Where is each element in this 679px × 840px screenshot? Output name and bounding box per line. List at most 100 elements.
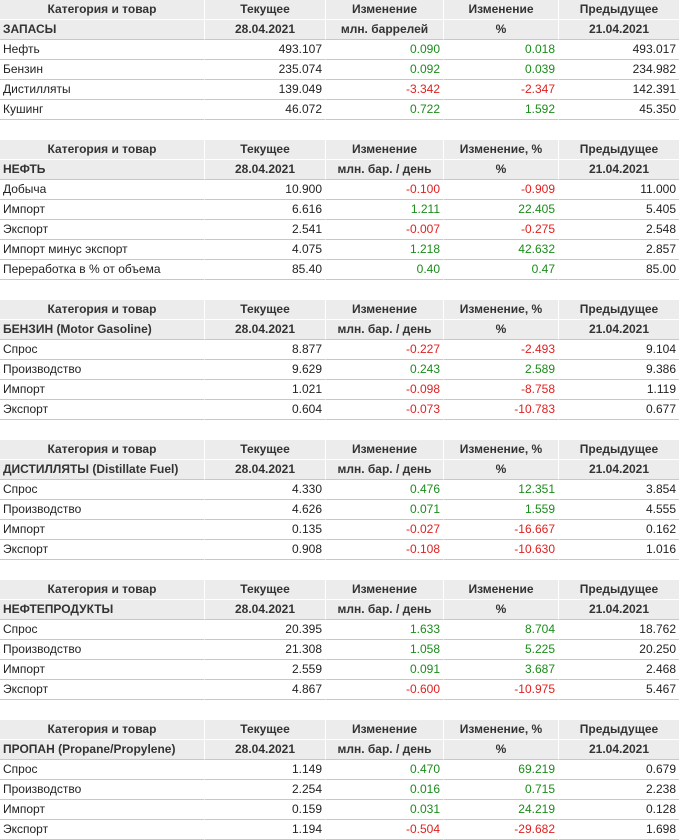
change-pct-cell: 0.039 <box>444 60 559 80</box>
current-cell: 9.629 <box>205 360 326 380</box>
previous-cell: 9.386 <box>559 360 679 380</box>
current-cell: Текущее <box>205 140 326 160</box>
previous-cell: 5.405 <box>559 200 679 220</box>
category-cell: Экспорт <box>0 540 205 560</box>
previous-cell: 0.162 <box>559 520 679 540</box>
change-cell: Изменение <box>326 440 444 460</box>
category-cell: Экспорт <box>0 820 205 840</box>
change-pct-cell: % <box>444 160 559 180</box>
previous-cell: 21.04.2021 <box>559 20 679 40</box>
previous-cell: 2.548 <box>559 220 679 240</box>
category-cell: Экспорт <box>0 400 205 420</box>
table-row: Дистилляты 139.049 -3.342 -2.347 142.391 <box>0 80 679 100</box>
change-cell: 1.633 <box>326 620 444 640</box>
change-pct-cell: Изменение, % <box>444 440 559 460</box>
current-cell: 20.395 <box>205 620 326 640</box>
current-cell: 2.254 <box>205 780 326 800</box>
change-cell: млн. баррелей <box>326 20 444 40</box>
change-pct-cell: -8.758 <box>444 380 559 400</box>
previous-cell: 3.854 <box>559 480 679 500</box>
current-cell: 28.04.2021 <box>205 160 326 180</box>
change-cell: -0.108 <box>326 540 444 560</box>
previous-cell: 21.04.2021 <box>559 320 679 340</box>
category-cell: Импорт <box>0 380 205 400</box>
change-pct-cell: 0.018 <box>444 40 559 60</box>
table-row: Кушинг 46.072 0.722 1.592 45.350 <box>0 100 679 120</box>
table-row: Экспорт 0.604 -0.073 -10.783 0.677 <box>0 400 679 420</box>
previous-cell: 21.04.2021 <box>559 740 679 760</box>
category-cell: Спрос <box>0 620 205 640</box>
previous-cell: 5.467 <box>559 680 679 700</box>
change-pct-cell: % <box>444 460 559 480</box>
current-cell: 6.616 <box>205 200 326 220</box>
change-cell: млн. бар. / день <box>326 160 444 180</box>
table-header-row: Категория и товар Текущее Изменение Изменен… <box>0 140 679 160</box>
current-cell: 4.075 <box>205 240 326 260</box>
change-pct-cell: 24.219 <box>444 800 559 820</box>
change-pct-cell: 1.592 <box>444 100 559 120</box>
category-cell: Нефть <box>0 40 205 60</box>
change-pct-cell: Изменение <box>444 580 559 600</box>
current-cell: 46.072 <box>205 100 326 120</box>
current-cell: 1.021 <box>205 380 326 400</box>
change-cell: 1.211 <box>326 200 444 220</box>
category-cell: Производство <box>0 640 205 660</box>
current-cell: Текущее <box>205 0 326 20</box>
category-cell: ПРОПАН (Propane/Propylene) <box>0 740 205 760</box>
category-cell: Категория и товар <box>0 720 205 740</box>
change-pct-cell: % <box>444 320 559 340</box>
category-cell: Производство <box>0 360 205 380</box>
change-cell: -0.227 <box>326 340 444 360</box>
change-pct-cell: -2.493 <box>444 340 559 360</box>
current-cell: 0.604 <box>205 400 326 420</box>
table-row: Экспорт 2.541 -0.007 -0.275 2.548 <box>0 220 679 240</box>
change-cell: 0.091 <box>326 660 444 680</box>
category-cell: Категория и товар <box>0 140 205 160</box>
table-subheader-row: БЕНЗИН (Motor Gasoline) 28.04.2021 млн. ба… <box>0 320 679 340</box>
change-pct-cell: % <box>444 740 559 760</box>
category-cell: Экспорт <box>0 220 205 240</box>
change-pct-cell: -29.682 <box>444 820 559 840</box>
change-cell: 0.722 <box>326 100 444 120</box>
previous-cell: 493.017 <box>559 40 679 60</box>
change-pct-cell: 3.687 <box>444 660 559 680</box>
table-row: Спрос 1.149 0.470 69.219 0.679 <box>0 760 679 780</box>
table-row: Импорт минус экспорт 4.075 1.218 42.632 2.85… <box>0 240 679 260</box>
table-row: Бензин 235.074 0.092 0.039 234.982 <box>0 60 679 80</box>
change-cell: 0.092 <box>326 60 444 80</box>
category-cell: Бензин <box>0 60 205 80</box>
change-cell: -0.007 <box>326 220 444 240</box>
table-row: Экспорт 4.867 -0.600 -10.975 5.467 <box>0 680 679 700</box>
category-cell: Производство <box>0 780 205 800</box>
previous-cell: 1.698 <box>559 820 679 840</box>
current-cell: 28.04.2021 <box>205 460 326 480</box>
change-cell: Изменение <box>326 300 444 320</box>
category-cell: Категория и товар <box>0 300 205 320</box>
table-row: Спрос 4.330 0.476 12.351 3.854 <box>0 480 679 500</box>
previous-cell: Предыдущее <box>559 300 679 320</box>
table-row: Экспорт 0.908 -0.108 -10.630 1.016 <box>0 540 679 560</box>
change-cell: млн. бар. / день <box>326 460 444 480</box>
category-cell: Производство <box>0 500 205 520</box>
current-cell: Текущее <box>205 720 326 740</box>
previous-cell: 2.238 <box>559 780 679 800</box>
change-pct-cell: 5.225 <box>444 640 559 660</box>
category-cell: НЕФТЕПРОДУКТЫ <box>0 600 205 620</box>
table-subheader-row: ЗАПАСЫ 28.04.2021 млн. баррелей% 21.04.2021 <box>0 20 679 40</box>
table-row: Спрос 8.877 -0.227 -2.493 9.104 <box>0 340 679 360</box>
previous-cell: 142.391 <box>559 80 679 100</box>
previous-cell: 0.679 <box>559 760 679 780</box>
previous-cell: 1.016 <box>559 540 679 560</box>
previous-cell: Предыдущее <box>559 0 679 20</box>
category-cell: Спрос <box>0 340 205 360</box>
category-cell: Дистилляты <box>0 80 205 100</box>
table-row: Добыча 10.900 -0.100 -0.909 11.000 <box>0 180 679 200</box>
category-cell: Переработка в % от объема <box>0 260 205 280</box>
current-cell: 4.626 <box>205 500 326 520</box>
table-subheader-row: ПРОПАН (Propane/Propylene) 28.04.2021 млн.… <box>0 740 679 760</box>
table-header-row: Категория и товар Текущее Изменение Изменен… <box>0 440 679 460</box>
change-cell: 1.218 <box>326 240 444 260</box>
category-cell: Кушинг <box>0 100 205 120</box>
table-row: Импорт 1.021 -0.098 -8.758 1.119 <box>0 380 679 400</box>
category-cell: Добыча <box>0 180 205 200</box>
